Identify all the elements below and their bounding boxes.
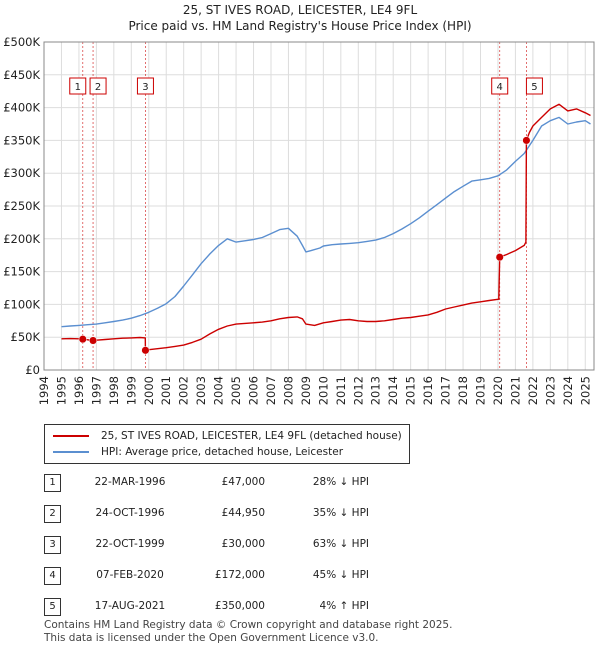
x-tick-label: 1997 xyxy=(89,376,103,405)
y-tick-label: £0 xyxy=(25,363,40,377)
sale-price: £44,950 xyxy=(221,507,265,519)
sale-price: £172,000 xyxy=(214,569,265,581)
sale-marker-point xyxy=(495,253,504,262)
chart-title: 25, ST IVES ROAD, LEICESTER, LE4 9FL xyxy=(182,3,418,17)
x-tick-label: 2025 xyxy=(578,376,592,405)
sale-date: 22-OCT-1999 xyxy=(95,538,165,550)
x-tick-label: 2018 xyxy=(456,376,470,405)
sale-hpi-diff: 4% ↑ HPI xyxy=(319,600,369,612)
sale-marker-point xyxy=(89,336,98,345)
x-tick-label: 2003 xyxy=(194,376,208,405)
x-tick-label: 2016 xyxy=(421,376,435,405)
x-tick-label: 2014 xyxy=(386,376,400,405)
table-row: 5 17-AUG-2021 £350,000 4% ↑ HPI xyxy=(0,598,600,616)
sale-date: 22-MAR-1996 xyxy=(94,476,166,488)
y-tick-label: £250K xyxy=(3,199,40,213)
chart-subtitle: Price paid vs. HM Land Registry's House … xyxy=(128,19,472,33)
legend-label-hpi: HPI: Average price, detached house, Leic… xyxy=(101,446,344,458)
sale-date: 17-AUG-2021 xyxy=(94,600,166,612)
x-tick-label: 2013 xyxy=(369,376,383,405)
x-tick-label: 2005 xyxy=(229,376,243,405)
sale-label-text: 5 xyxy=(531,82,537,93)
table-row: 3 22-OCT-1999 £30,000 63% ↓ HPI xyxy=(0,536,600,554)
x-tick-label: 2006 xyxy=(247,376,261,405)
footer-copyright: Contains HM Land Registry data © Crown c… xyxy=(44,619,453,631)
legend: 25, ST IVES ROAD, LEICESTER, LE4 9FL (de… xyxy=(44,424,410,464)
x-tick-label: 2022 xyxy=(526,376,540,405)
sale-label-box xyxy=(69,77,87,95)
sale-marker-point xyxy=(141,346,150,355)
sale-label-box xyxy=(136,77,154,95)
property-price-line xyxy=(61,103,591,351)
x-tick-label: 2000 xyxy=(142,376,156,405)
x-tick-label: 2017 xyxy=(439,376,453,405)
y-tick-label: £50K xyxy=(11,330,41,344)
sale-number-badge: 4 xyxy=(44,567,61,585)
x-tick-label: 2012 xyxy=(351,376,365,405)
x-tick-label: 2024 xyxy=(561,376,575,405)
sale-label-text: 4 xyxy=(497,82,503,93)
sale-number-badge: 3 xyxy=(44,536,61,554)
x-tick-label: 1996 xyxy=(72,376,86,405)
sale-date: 07-FEB-2020 xyxy=(96,569,164,581)
y-tick-label: £350K xyxy=(3,133,40,147)
sale-hpi-diff: 35% ↓ HPI xyxy=(312,507,369,519)
sale-label-text: 1 xyxy=(75,82,81,93)
sale-hpi-diff: 63% ↓ HPI xyxy=(312,538,369,550)
x-tick-label: 1995 xyxy=(54,376,68,405)
x-tick-label: 2007 xyxy=(264,376,278,405)
sale-number-badge: 2 xyxy=(44,505,61,523)
table-row: 4 07-FEB-2020 £172,000 45% ↓ HPI xyxy=(0,567,600,585)
x-tick-label: 2020 xyxy=(491,376,505,405)
x-tick-label: 2015 xyxy=(404,376,418,405)
y-tick-label: £400K xyxy=(3,101,40,115)
sale-number-badge: 5 xyxy=(44,598,61,616)
sale-label-box xyxy=(525,77,543,95)
y-tick-label: £200K xyxy=(3,232,40,246)
legend-item-property: 25, ST IVES ROAD, LEICESTER, LE4 9FL (de… xyxy=(53,429,402,443)
y-tick-label: £500K xyxy=(3,35,40,49)
sale-price: £350,000 xyxy=(214,600,265,612)
x-tick-label: 2010 xyxy=(316,376,330,405)
x-tick-label: 2011 xyxy=(334,376,348,405)
x-tick-label: 1999 xyxy=(124,376,138,405)
sale-label-box xyxy=(89,77,107,95)
y-tick-label: £100K xyxy=(3,297,40,311)
sale-marker-point xyxy=(78,335,87,344)
legend-swatch-property xyxy=(53,435,89,437)
legend-label-property: 25, ST IVES ROAD, LEICESTER, LE4 9FL (de… xyxy=(101,430,402,442)
sale-label-box xyxy=(491,77,509,95)
x-tick-label: 2009 xyxy=(299,376,313,405)
hpi-line xyxy=(61,116,591,328)
y-tick-label: £300K xyxy=(3,166,40,180)
sale-label-text: 2 xyxy=(95,82,101,93)
sale-price: £30,000 xyxy=(221,538,265,550)
sale-price: £47,000 xyxy=(221,476,265,488)
footer-license: This data is licensed under the Open Gov… xyxy=(44,632,379,644)
sale-hpi-diff: 45% ↓ HPI xyxy=(312,569,369,581)
y-tick-label: £150K xyxy=(3,265,40,279)
sale-date: 24-OCT-1996 xyxy=(95,507,165,519)
x-tick-label: 2008 xyxy=(281,376,295,405)
x-tick-label: 2023 xyxy=(543,376,557,405)
x-tick-label: 1998 xyxy=(107,376,121,405)
sale-hpi-diff: 28% ↓ HPI xyxy=(312,476,369,488)
table-row: 2 24-OCT-1996 £44,950 35% ↓ HPI xyxy=(0,505,600,523)
table-row: 1 22-MAR-1996 £47,000 28% ↓ HPI xyxy=(0,474,600,492)
legend-item-hpi: HPI: Average price, detached house, Leic… xyxy=(53,445,343,459)
sale-number-badge: 1 xyxy=(44,474,61,492)
x-tick-label: 2021 xyxy=(508,376,522,405)
x-tick-label: 2002 xyxy=(177,376,191,405)
x-tick-label: 2001 xyxy=(159,376,173,405)
x-tick-label: 2019 xyxy=(474,376,488,405)
price-chart: £0 £50K £100K £150K £200K £250K £300K £350K £400… xyxy=(3,35,595,405)
x-tick-label: 2004 xyxy=(212,376,226,405)
sale-label-text: 3 xyxy=(142,82,148,93)
y-tick-label: £450K xyxy=(3,68,40,82)
sale-marker-point xyxy=(522,136,531,145)
plot-frame xyxy=(43,41,595,371)
legend-swatch-hpi xyxy=(53,451,89,453)
x-tick-label: 1994 xyxy=(37,376,51,405)
